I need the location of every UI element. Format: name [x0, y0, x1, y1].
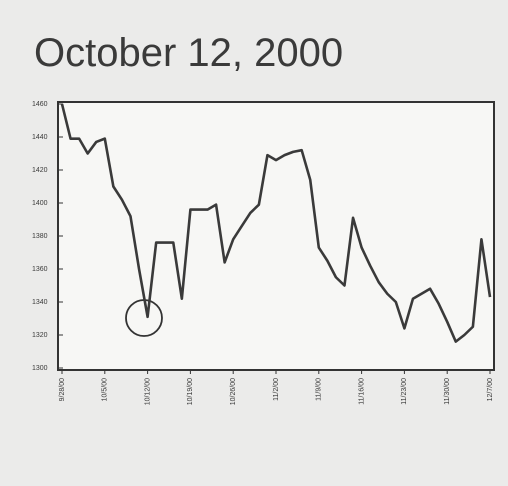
x-tick-label: 10/12/00: [144, 378, 151, 405]
y-tick-label: 1400: [32, 200, 48, 207]
y-tick-label: 1360: [32, 266, 48, 273]
y-tick-label: 1300: [32, 365, 48, 372]
x-tick-label: 11/23/00: [401, 378, 408, 405]
y-tick-label: 1460: [32, 101, 48, 108]
x-tick-label: 9/28/00: [59, 378, 66, 401]
x-tick-label: 11/2/00: [273, 378, 280, 401]
x-tick-label: 10/26/00: [230, 378, 237, 405]
price-line: [60, 103, 492, 343]
x-tick-label: 10/5/00: [102, 378, 109, 401]
y-tick-label: 1340: [32, 299, 48, 306]
plot-frame: [57, 101, 495, 371]
x-tick-label: 11/9/00: [316, 378, 323, 401]
y-tick-label: 1440: [32, 134, 48, 141]
y-tick-label: 1380: [32, 233, 48, 240]
x-tick-label: 11/16/00: [358, 378, 365, 405]
x-tick-label: 12/7/00: [487, 378, 494, 401]
y-tick-label: 1320: [32, 332, 48, 339]
chart-title: October 12, 2000: [34, 31, 343, 75]
x-tick-label: 11/30/00: [444, 378, 451, 405]
y-tick-label: 1420: [32, 167, 48, 174]
x-tick-label: 10/19/00: [187, 378, 194, 405]
